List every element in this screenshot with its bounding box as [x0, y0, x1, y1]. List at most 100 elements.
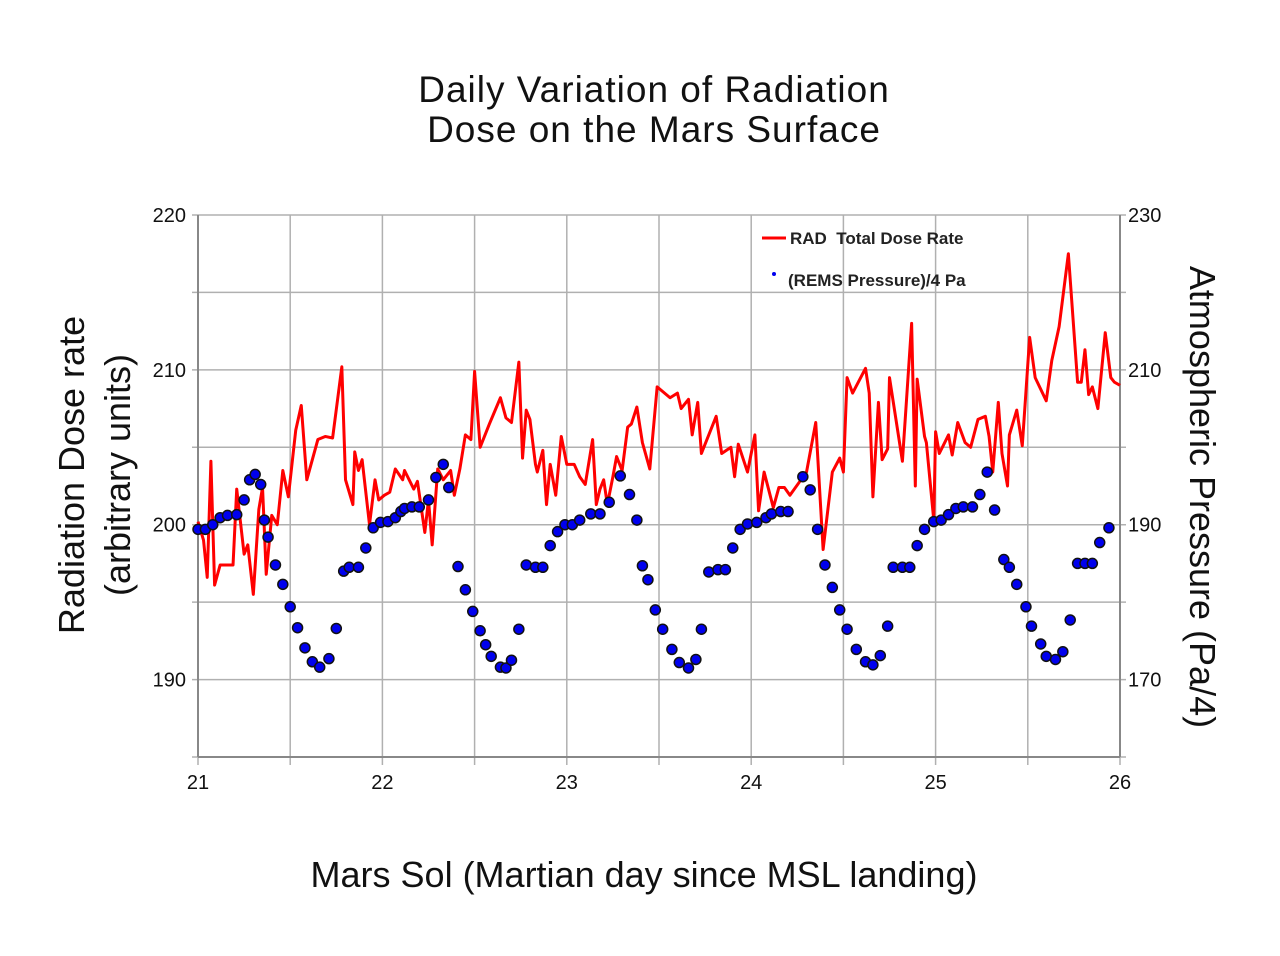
- pressure-point: [649, 604, 662, 616]
- pressure-point: [230, 508, 243, 521]
- pressure-point: [833, 604, 846, 616]
- pressure-point: [826, 581, 839, 594]
- pressure-point: [1034, 638, 1047, 650]
- pressure-point: [988, 504, 1001, 516]
- pressure-point: [422, 494, 435, 506]
- pressure-point: [614, 470, 627, 482]
- x-tick-label: 25: [924, 772, 946, 794]
- pressure-point: [313, 661, 326, 673]
- legend-pressure-label: (REMS Pressure)/4 Pa: [788, 271, 966, 290]
- x-tick-label: 21: [187, 772, 209, 794]
- pressure-point: [258, 514, 271, 526]
- pressure-point: [323, 652, 335, 665]
- pressure-point: [474, 625, 486, 637]
- tick-labels: 21 22 23 24 25 26 190 200 210 220 170 190 210 230: [153, 205, 1162, 794]
- pressure-point: [413, 501, 426, 513]
- x-axis-label: Mars Sol (Martian day since MSL landing): [311, 854, 978, 895]
- pressure-point: [573, 514, 586, 526]
- chart-title-line-2: Dose on the Mars Surface: [427, 109, 881, 150]
- pressure-point: [911, 539, 923, 552]
- x-tick-label: 23: [556, 772, 578, 794]
- pressure-point: [642, 573, 654, 586]
- pressure-point: [238, 494, 250, 506]
- y2-tick-label: 230: [1128, 205, 1161, 227]
- pressure-point: [966, 501, 979, 513]
- pressure-point: [221, 509, 234, 522]
- pressure-point: [631, 514, 643, 526]
- pressure-point: [974, 488, 986, 501]
- pressure-point: [819, 559, 831, 571]
- pressure-point: [673, 656, 686, 669]
- dose-rate-line: [196, 252, 1121, 596]
- pressure-point: [277, 578, 289, 591]
- y-tick-label: 220: [153, 205, 186, 227]
- y2-tick-label: 190: [1128, 515, 1161, 537]
- pressure-point: [703, 566, 715, 578]
- y-tick-label: 210: [153, 360, 186, 382]
- pressure-point: [603, 496, 615, 509]
- pressure-point: [841, 623, 853, 635]
- pressure-point: [452, 560, 464, 573]
- pressure-point: [485, 650, 497, 663]
- pressure-point: [520, 559, 532, 571]
- pressure-point: [544, 539, 556, 552]
- x-tick-label: 26: [1109, 772, 1131, 794]
- pressure-point: [249, 468, 261, 481]
- pressure-point: [1025, 620, 1038, 632]
- legend-pressure-swatch: [772, 272, 776, 276]
- pressure-point: [1093, 536, 1106, 549]
- pressure-point: [330, 622, 343, 635]
- y-tick-label: 190: [153, 670, 186, 692]
- pressure-point: [254, 478, 267, 491]
- pressure-point: [797, 470, 809, 483]
- x-tick-label: 22: [371, 772, 393, 794]
- pressure-point: [537, 561, 549, 574]
- pressure-point: [656, 623, 669, 635]
- pressure-point: [695, 623, 708, 635]
- y-axis-label-line-2: (arbitrary units): [97, 354, 138, 596]
- pressure-point: [1064, 614, 1076, 626]
- y-tick-label: 200: [153, 515, 186, 537]
- pressure-point: [430, 471, 442, 484]
- pressure-point: [741, 518, 754, 530]
- pressure-point: [1103, 522, 1115, 534]
- pressure-point: [666, 643, 678, 656]
- y2-axis-label: Atmospheric Pressure (Pa/4): [1182, 266, 1223, 728]
- pressure-point: [262, 531, 274, 543]
- pressure-point: [765, 508, 778, 520]
- pressure-point: [682, 662, 695, 674]
- pressure-point: [291, 621, 304, 634]
- pressure-point: [918, 523, 931, 536]
- pressure-point: [479, 638, 492, 651]
- pressure-point: [719, 563, 732, 576]
- pressure-point: [881, 620, 894, 632]
- pressure-point: [505, 654, 518, 666]
- pressure-point: [727, 542, 739, 554]
- pressure-point: [1020, 601, 1032, 613]
- pressure-point: [867, 659, 879, 671]
- pressure-point: [874, 649, 887, 662]
- grid: [192, 214, 1126, 765]
- pressure-point: [299, 642, 311, 654]
- pressure-point: [804, 484, 816, 496]
- pressure-point: [269, 559, 282, 571]
- pressure-point: [811, 523, 824, 536]
- y-axis-label-line-1: Radiation Dose rate: [51, 316, 92, 634]
- pressure-point: [459, 584, 472, 596]
- legend-dose-label: RAD Total Dose Rate: [790, 229, 964, 248]
- pressure-point: [284, 601, 296, 613]
- y2-tick-label: 210: [1128, 360, 1161, 382]
- pressure-point: [1057, 645, 1069, 658]
- pressure-point: [437, 458, 450, 471]
- pressure-point: [636, 560, 649, 572]
- pressure-point: [623, 488, 636, 501]
- pressure-point: [500, 662, 512, 674]
- pressure-point: [207, 518, 219, 531]
- pressure-point: [352, 561, 365, 574]
- pressure-point: [981, 466, 993, 478]
- pressure-point: [443, 481, 455, 494]
- pressure-point: [690, 653, 702, 666]
- pressure-point: [850, 643, 863, 656]
- pressure-point: [1003, 561, 1016, 574]
- pressure-point: [594, 508, 606, 520]
